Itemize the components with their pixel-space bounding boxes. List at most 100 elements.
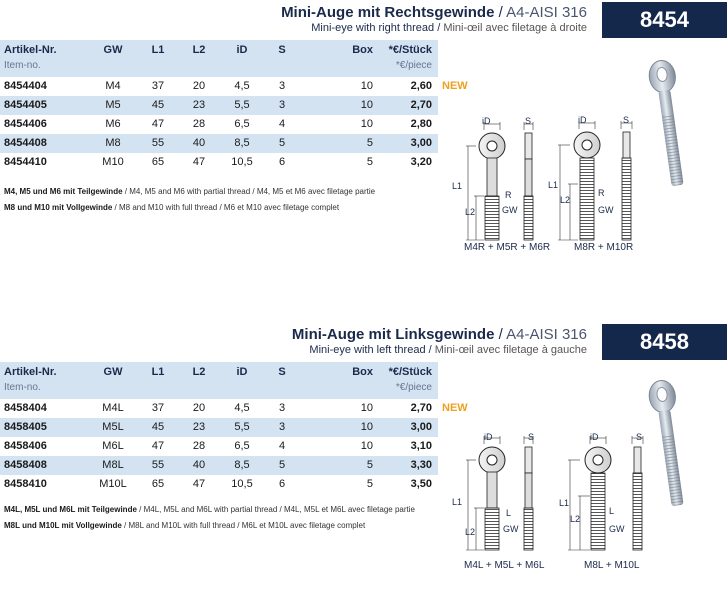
product-table: Artikel-Nr. Item-no. GW L1 L2 iD S Box *…: [0, 362, 438, 494]
cell-price: 3,00: [410, 421, 432, 433]
dim-gw-label: GW: [502, 205, 518, 215]
cell-s: 5: [278, 137, 286, 149]
cell-s: 6: [278, 156, 286, 168]
cell-artikel: 8454406: [4, 118, 47, 130]
header-l1: L1: [151, 366, 165, 378]
cell-id: 10,5: [231, 156, 253, 168]
cell-l1: 55: [151, 137, 165, 149]
dim-dir-label: R: [598, 188, 605, 198]
cell-artikel: 8458406: [4, 440, 47, 452]
cell-id: 5,5: [234, 421, 250, 433]
dim-dir-label: L: [506, 508, 512, 518]
header-s: S: [278, 44, 286, 56]
cell-l1: 47: [151, 440, 165, 452]
drawing-caption-partial: M4L + M5L + M6L: [464, 560, 545, 571]
dim-l2-label: L2: [570, 514, 581, 524]
dim-gw-label: GW: [503, 524, 519, 534]
cell-price: 3,30: [410, 459, 432, 471]
header-price: *€/Stück: [388, 44, 432, 56]
header-l2: L2: [192, 366, 206, 378]
eye-bolt-full-thread-side: [632, 446, 643, 551]
cell-l2: 28: [192, 440, 206, 452]
cell-s: 3: [278, 421, 286, 433]
header-s: S: [278, 366, 286, 378]
cell-artikel: 8458405: [4, 421, 47, 433]
cell-l2: 40: [192, 137, 206, 149]
table-row: 8454404 M4 37 20 4,5 3 10 2,60: [0, 77, 438, 96]
table-row: 8458408 M8L 55 40 8,5 5 5 3,30: [0, 456, 438, 475]
dim-l1-label: L1: [559, 498, 570, 508]
dim-s-label: S: [636, 432, 643, 442]
cell-s: 6: [278, 478, 286, 490]
dim-l2-label: L2: [465, 527, 476, 537]
new-badge: NEW: [442, 402, 468, 414]
header-price-sub: *€/piece: [395, 60, 432, 71]
header-l1: L1: [151, 44, 165, 56]
cell-l2: 20: [192, 80, 206, 92]
table-row: 8458405 M5L 45 23 5,5 3 10 3,00: [0, 418, 438, 437]
cell-l1: 37: [151, 80, 165, 92]
cell-box: 5: [366, 137, 373, 149]
cell-id: 8,5: [234, 459, 250, 471]
cell-box: 5: [366, 459, 373, 471]
cell-s: 3: [278, 99, 286, 111]
note-full-thread-bold: M8 und M10 mit Vollgewinde: [4, 203, 113, 212]
cell-l2: 28: [192, 118, 206, 130]
cell-gw: M4: [105, 80, 121, 92]
cell-price: 2,60: [410, 80, 432, 92]
eye-bolt-partial-thread-side: [523, 132, 534, 241]
cell-box: 10: [360, 80, 373, 92]
note-partial-thread: / M4, M5 and M6 with partial thread / M4…: [122, 187, 376, 196]
cell-l2: 20: [192, 402, 206, 414]
dim-id-label: iD: [590, 432, 599, 442]
cell-s: 5: [278, 459, 286, 471]
cell-price: 2,80: [410, 118, 432, 130]
title-standard: A4-AISI 316: [506, 326, 587, 343]
cell-l2: 47: [192, 478, 206, 490]
cell-gw: M6L: [102, 440, 124, 452]
cell-l1: 65: [151, 156, 165, 168]
cell-s: 4: [278, 440, 286, 452]
drawing-caption-partial: M4R + M5R + M6R: [464, 242, 551, 253]
eye-bolt-partial-thread-front: [478, 132, 506, 241]
cell-gw: M5: [105, 99, 121, 111]
eye-bolt-partial-thread-front: [478, 446, 506, 551]
table-row: 8458404 M4L 37 20 4,5 3 10 2,70: [0, 399, 438, 418]
product-photo: [648, 60, 684, 186]
note-partial-thread: / M4L, M5L and M6L with partial thread /…: [136, 505, 415, 514]
cell-l1: 47: [151, 118, 165, 130]
product-photo: [648, 380, 684, 506]
eye-bolt-full-thread-front: [573, 131, 601, 241]
cell-id: 6,5: [234, 440, 250, 452]
dim-s-label: S: [528, 432, 535, 442]
cell-gw: M4L: [102, 402, 124, 414]
cell-price: 2,70: [410, 402, 432, 414]
cell-gw: M5L: [102, 421, 124, 433]
dim-s-label: S: [623, 115, 630, 125]
cell-s: 3: [278, 402, 286, 414]
product-table: Artikel-Nr. Item-no. GW L1 L2 iD S Box *…: [0, 40, 438, 172]
header-box: Box: [352, 44, 373, 56]
cell-l2: 47: [192, 156, 206, 168]
cell-id: 4,5: [234, 80, 250, 92]
cell-l2: 40: [192, 459, 206, 471]
table-header: Artikel-Nr. Item-no. GW L1 L2 iD S Box *…: [0, 40, 438, 77]
table-row: 8458410 M10L 65 47 10,5 6 5 3,50: [0, 475, 438, 494]
header-artikel: Artikel-Nr.: [4, 366, 57, 378]
table-row: 8454408 M8 55 40 8,5 5 5 3,00: [0, 134, 438, 153]
dim-dir-label: R: [505, 190, 512, 200]
cell-box: 10: [360, 118, 373, 130]
title-de: Mini-Auge mit Linksgewinde: [291, 326, 495, 343]
cell-box: 5: [366, 156, 373, 168]
cell-price: 2,70: [410, 99, 432, 111]
cell-box: 10: [360, 402, 373, 414]
eye-bolt-full-thread-front: [584, 446, 612, 551]
table-row: 8454406 M6 47 28 6,5 4 10 2,80: [0, 115, 438, 134]
cell-price: 3,20: [410, 156, 432, 168]
cell-box: 10: [360, 440, 373, 452]
cell-artikel: 8458408: [4, 459, 47, 471]
cell-artikel: 8458404: [4, 402, 47, 414]
header-artikel: Artikel-Nr.: [4, 44, 57, 56]
note-full-thread: / M8 and M10 with full thread / M6 et M1…: [112, 203, 340, 212]
note-partial-thread-bold: M4L, M5L und M6L mit Teilgewinde: [4, 505, 137, 514]
